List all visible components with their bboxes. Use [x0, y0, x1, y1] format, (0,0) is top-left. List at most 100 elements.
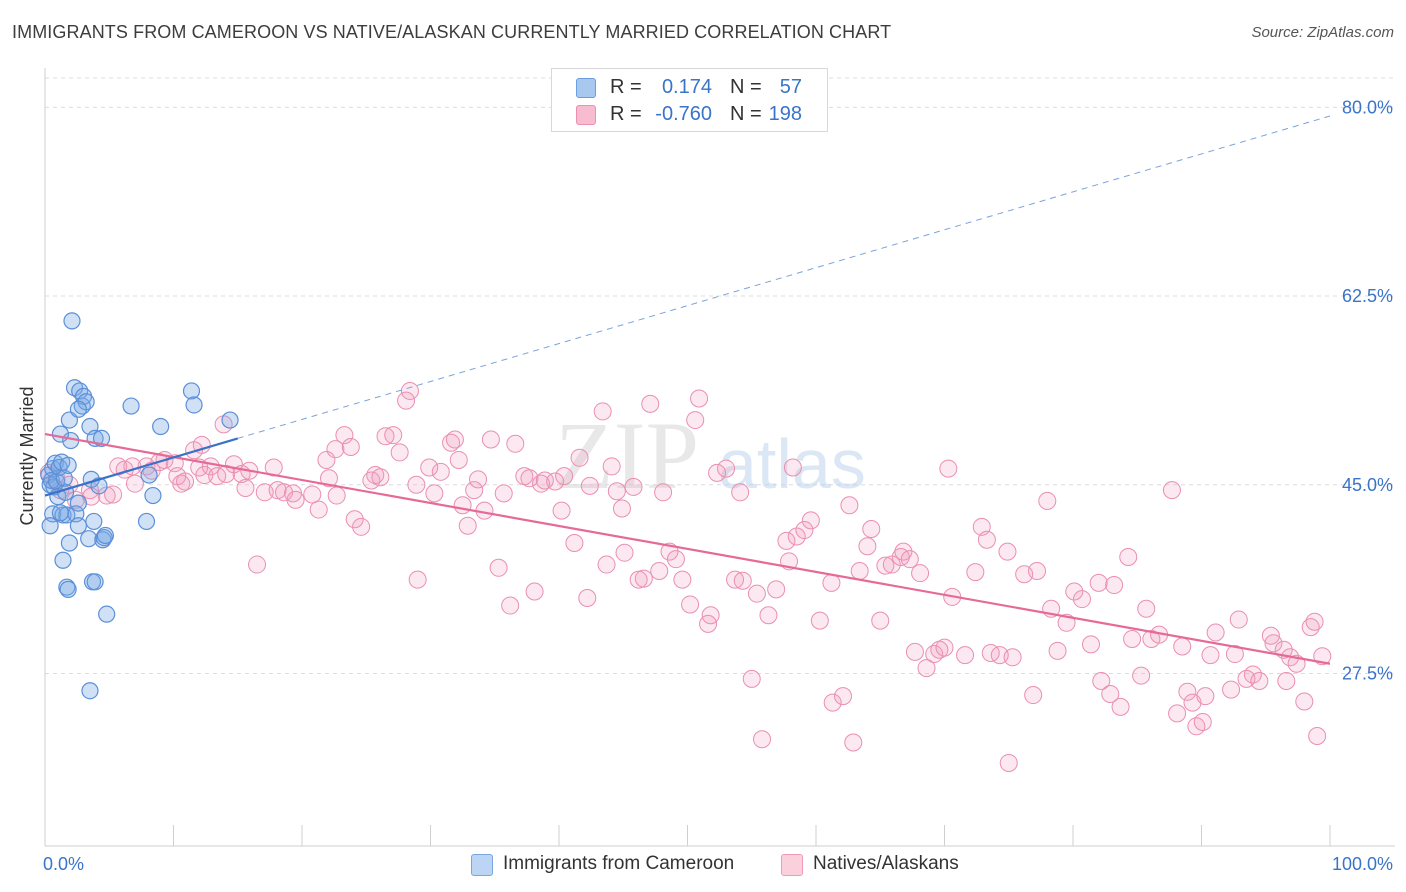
- axes: [44, 68, 1395, 847]
- data-point-natives: [1132, 666, 1151, 685]
- watermark-atlas: atlas: [718, 425, 866, 503]
- data-point-natives: [1229, 610, 1248, 629]
- data-point-natives: [981, 643, 1000, 662]
- data-point-natives: [1048, 641, 1067, 660]
- data-point-natives: [552, 501, 571, 520]
- data-point-natives: [717, 459, 736, 478]
- data-point-natives: [565, 533, 584, 552]
- data-point-cameroon: [86, 573, 104, 591]
- data-point-natives: [489, 558, 508, 577]
- data-point-natives: [425, 484, 444, 503]
- data-point-natives: [823, 693, 842, 712]
- data-point-natives: [580, 476, 599, 495]
- data-point-natives: [104, 485, 123, 504]
- legend-n-value: 198: [768, 103, 802, 125]
- legend-r-label: R =: [610, 76, 642, 98]
- data-point-natives: [376, 427, 395, 446]
- data-point-natives: [1111, 697, 1130, 716]
- data-point-natives: [1003, 648, 1022, 667]
- data-point-natives: [900, 550, 919, 569]
- data-point-natives: [787, 527, 806, 546]
- data-point-natives: [1081, 635, 1100, 654]
- data-point-natives: [352, 517, 371, 536]
- data-point-natives: [998, 542, 1017, 561]
- data-point-natives: [345, 510, 364, 529]
- series-immigrants-cameroon: [40, 312, 239, 700]
- data-point-natives: [871, 611, 890, 630]
- data-point-natives: [634, 569, 653, 588]
- data-point-natives: [176, 472, 195, 491]
- data-point-cameroon: [63, 312, 81, 330]
- data-point-natives: [445, 430, 464, 449]
- data-point-natives: [767, 580, 786, 599]
- data-point-natives: [742, 669, 761, 688]
- data-point-natives: [1137, 599, 1156, 618]
- data-point-natives: [431, 462, 450, 481]
- data-point-natives: [335, 426, 354, 445]
- data-point-cameroon: [137, 512, 156, 531]
- legend-swatch-cameroon: [471, 854, 493, 876]
- data-point-natives: [733, 571, 752, 590]
- data-point-natives: [494, 484, 513, 503]
- data-point-natives: [1123, 629, 1142, 648]
- data-point-natives: [1168, 704, 1187, 723]
- data-point-natives: [578, 588, 597, 607]
- data-point-natives: [747, 584, 766, 603]
- data-point-natives: [1028, 562, 1047, 581]
- data-point-natives: [905, 642, 924, 661]
- data-point-natives: [449, 450, 468, 469]
- data-point-natives: [371, 468, 390, 487]
- data-point-natives: [593, 402, 612, 421]
- data-point-cameroon: [54, 551, 72, 569]
- data-point-natives: [977, 530, 996, 549]
- data-point-natives: [629, 570, 648, 589]
- data-point-cameroon: [51, 425, 70, 443]
- series-legend: Immigrants from Cameroon Natives/Alaskan…: [0, 852, 1406, 878]
- data-point-natives: [939, 459, 958, 478]
- data-point-natives: [1222, 680, 1241, 699]
- data-point-natives: [341, 438, 360, 457]
- data-point-cameroon: [140, 466, 158, 484]
- data-point-natives: [397, 391, 416, 410]
- data-point-natives: [1024, 686, 1043, 705]
- data-point-natives: [795, 521, 814, 540]
- data-point-natives: [876, 556, 895, 575]
- y-axis-title: Currently Married: [17, 386, 37, 525]
- data-point-natives: [650, 562, 669, 581]
- data-point-natives: [1162, 481, 1181, 500]
- data-point-cameroon: [58, 506, 76, 524]
- data-point-natives: [555, 467, 574, 486]
- data-point-natives: [1196, 687, 1215, 706]
- data-point-cameroon: [41, 517, 59, 535]
- legend-row-natives: R = -0.760 N = 198: [552, 101, 827, 127]
- legend-label-cameroon: Immigrants from Cameroon: [503, 853, 735, 874]
- legend-r-value: 0.174: [661, 76, 712, 98]
- data-point-natives: [458, 516, 477, 535]
- data-point-natives: [1308, 727, 1327, 746]
- legend-r-label: R =: [610, 103, 642, 125]
- data-point-cameroon: [69, 400, 88, 418]
- data-point-natives: [708, 463, 727, 482]
- data-point-cameroon: [185, 396, 203, 414]
- data-point-natives: [615, 543, 634, 562]
- legend-r-value: -0.760: [655, 103, 712, 125]
- data-point-natives: [1206, 623, 1225, 642]
- data-point-natives: [862, 519, 881, 538]
- data-point-natives: [268, 481, 287, 500]
- data-point-cameroon: [54, 506, 72, 524]
- data-point-cameroon: [98, 605, 116, 623]
- data-point-natives: [1065, 582, 1084, 601]
- data-point-cameroon: [96, 526, 114, 545]
- data-point-natives: [1313, 647, 1332, 666]
- data-point-natives: [956, 646, 975, 665]
- data-point-natives: [810, 611, 829, 630]
- data-point-natives: [673, 570, 692, 589]
- legend-n-value: 57: [779, 76, 802, 98]
- data-point-natives: [607, 482, 626, 501]
- correlation-legend: R = 0.174 N = 57 R = -0.760 N = 198: [551, 68, 828, 132]
- data-point-natives: [753, 730, 772, 749]
- data-point-natives: [1119, 548, 1138, 567]
- data-point-cameroon: [182, 382, 201, 400]
- trend-extension-cameroon: [237, 115, 1331, 439]
- chart-source: Source: ZipAtlas.com: [1251, 24, 1394, 41]
